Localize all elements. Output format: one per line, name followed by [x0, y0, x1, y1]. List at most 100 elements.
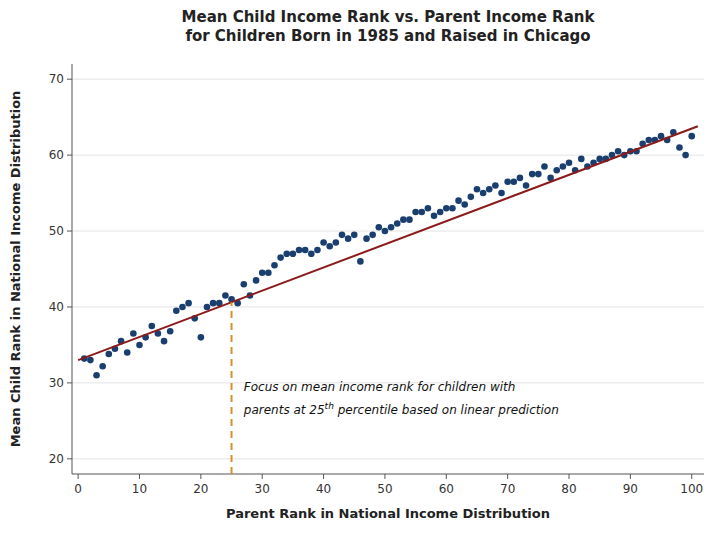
scatter-point [553, 167, 560, 174]
scatter-point [130, 330, 137, 337]
scatter-point [314, 247, 321, 254]
scatter-point [406, 216, 413, 223]
title-line: for Children Born in 1985 and Raised in … [185, 27, 590, 45]
scatter-point [185, 300, 192, 307]
scatter-point [167, 328, 174, 335]
scatter-point [529, 171, 536, 178]
scatter-point [351, 232, 358, 239]
scatter-point [345, 235, 352, 242]
scatter-point [498, 190, 505, 197]
scatter-point [596, 156, 603, 163]
scatter-point [486, 186, 493, 193]
scatter-point [302, 247, 309, 254]
x-tick [78, 474, 79, 479]
x-tick-label: 40 [316, 482, 331, 496]
scatter-point [277, 254, 284, 261]
x-tick [446, 474, 447, 479]
scatter-series [81, 129, 695, 379]
scatter-point [468, 194, 475, 201]
x-axis-line [72, 474, 704, 475]
scatter-point [93, 372, 100, 379]
scatter-point [241, 281, 248, 288]
y-tick [67, 231, 72, 232]
scatter-point [394, 220, 401, 227]
x-tick [630, 474, 631, 479]
scatter-point [517, 175, 524, 182]
x-tick-label: 100 [680, 482, 703, 496]
scatter-point [161, 338, 168, 345]
scatter-point [87, 357, 94, 364]
scatter-point [179, 304, 186, 311]
title: Mean Child Income Rank vs. Parent Income… [182, 8, 596, 45]
scatter-point [198, 334, 205, 341]
scatter-point [363, 235, 370, 242]
scatter-point [290, 251, 297, 258]
scatter-point [676, 144, 683, 151]
y-tick [67, 458, 72, 459]
y-axis-line [72, 64, 73, 474]
scatter-point [253, 277, 260, 284]
x-tick-label: 20 [193, 482, 208, 496]
y-tick-label: 30 [49, 376, 64, 390]
annotation-part: percentile based on linear prediction [334, 403, 559, 417]
scatter-point [566, 159, 573, 166]
x-tick-label: 0 [74, 482, 82, 496]
scatter-point [645, 137, 652, 144]
scatter-point [173, 307, 180, 314]
axes: 0102030405060708090100203040506070 [49, 64, 704, 496]
scatter-point [99, 363, 106, 370]
scatter-point [431, 213, 438, 220]
scatter-point [443, 205, 450, 212]
scatter-point [560, 163, 567, 170]
x-tick [569, 474, 570, 479]
scatter-point [382, 228, 389, 235]
x-tick [384, 474, 385, 479]
scatter-point [455, 197, 462, 204]
annotations: Focus on mean income rank for children w… [243, 380, 559, 417]
scatter-point [535, 171, 542, 178]
x-tick-label: 90 [623, 482, 638, 496]
scatter-point [425, 205, 432, 212]
x-tick-label: 10 [132, 482, 147, 496]
scatter-point [259, 269, 266, 276]
scatter-point [320, 239, 327, 246]
scatter-point [474, 186, 481, 193]
scatter-point [523, 182, 530, 189]
annotation-part: parents at 25 [243, 403, 325, 417]
scatter-point [480, 190, 487, 197]
scatter-point [357, 258, 364, 265]
scatter-point [326, 243, 333, 250]
scatter-point [412, 209, 419, 216]
scatter-point [308, 251, 315, 258]
scatter-point [369, 232, 376, 239]
scatter-point [210, 300, 217, 307]
scatter-point [682, 152, 689, 159]
scatter-point [541, 163, 548, 170]
scatter-point [204, 304, 211, 311]
scatter-point [271, 262, 278, 269]
scatter-point [283, 251, 290, 258]
x-tick-label: 60 [439, 482, 454, 496]
x-tick [323, 474, 324, 479]
x-tick-label: 80 [561, 482, 576, 496]
plot-data [78, 126, 698, 474]
y-tick [67, 79, 72, 80]
scatter-point [461, 201, 468, 208]
scatter-point [339, 232, 346, 239]
x-tick [139, 474, 140, 479]
scatter-point [449, 205, 456, 212]
scatter-point [437, 209, 444, 216]
scatter-point [265, 269, 272, 276]
scatter-point [688, 133, 695, 140]
dashed-line [231, 302, 233, 474]
y-grid-line [72, 79, 704, 80]
x-axis-label: Parent Rank in National Income Distribut… [226, 506, 550, 521]
x-tick [262, 474, 263, 479]
annotation: Focus on mean income rank for children w… [244, 380, 516, 394]
annotation-superscript: th [325, 401, 335, 411]
scatter-point [400, 216, 407, 223]
scatter-point [615, 148, 622, 155]
y-tick-label: 50 [49, 224, 64, 238]
y-grid-line [72, 306, 704, 307]
scatter-point [418, 209, 425, 216]
